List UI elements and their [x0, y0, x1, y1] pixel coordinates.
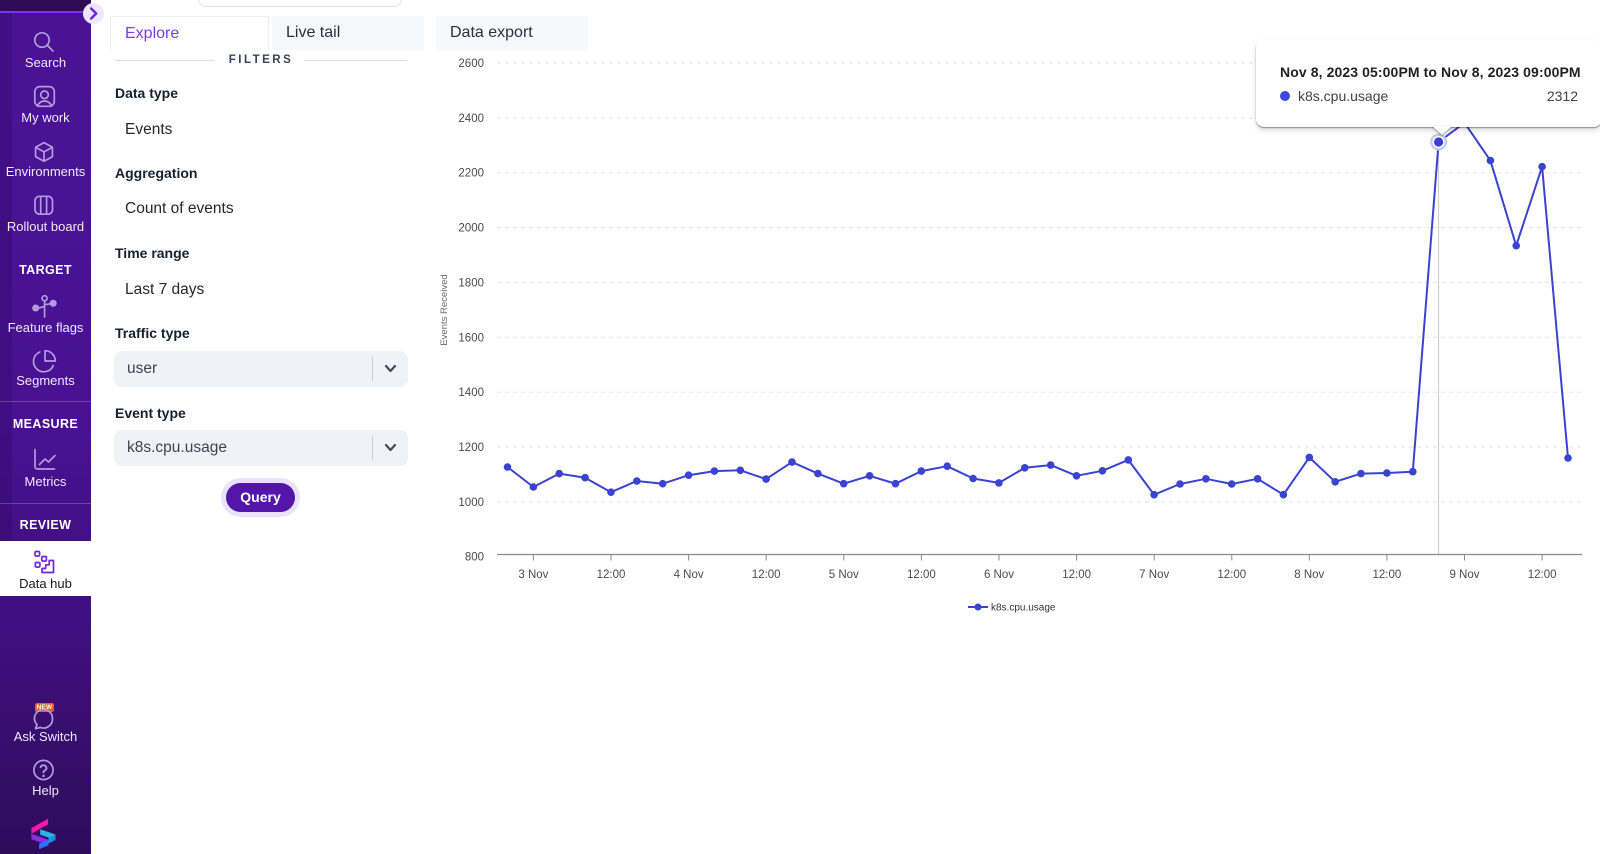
svg-text:1800: 1800 [458, 277, 484, 289]
svg-text:7 Nov: 7 Nov [1139, 569, 1169, 581]
svg-text:Events Received: Events Received [439, 274, 450, 345]
svg-text:12:00: 12:00 [1528, 569, 1557, 581]
svg-text:12:00: 12:00 [1373, 569, 1402, 581]
svg-text:8 Nov: 8 Nov [1294, 569, 1324, 581]
svg-text:12:00: 12:00 [752, 569, 781, 581]
svg-text:k8s.cpu.usage: k8s.cpu.usage [991, 603, 1056, 614]
svg-text:12:00: 12:00 [907, 569, 936, 581]
svg-text:1000: 1000 [458, 497, 484, 509]
svg-text:2200: 2200 [458, 168, 484, 180]
svg-text:1200: 1200 [458, 442, 484, 454]
svg-text:6 Nov: 6 Nov [984, 569, 1014, 581]
svg-text:1400: 1400 [458, 387, 484, 399]
svg-text:9 Nov: 9 Nov [1449, 569, 1479, 581]
svg-text:2000: 2000 [458, 223, 484, 235]
svg-text:3 Nov: 3 Nov [518, 569, 548, 581]
svg-text:2600: 2600 [458, 58, 484, 70]
svg-text:12:00: 12:00 [1062, 569, 1091, 581]
svg-text:5 Nov: 5 Nov [829, 569, 859, 581]
svg-text:800: 800 [465, 552, 484, 564]
svg-text:2400: 2400 [458, 113, 484, 125]
svg-text:12:00: 12:00 [1217, 569, 1246, 581]
svg-text:4 Nov: 4 Nov [674, 569, 704, 581]
svg-text:12:00: 12:00 [597, 569, 626, 581]
svg-text:1600: 1600 [458, 332, 484, 344]
